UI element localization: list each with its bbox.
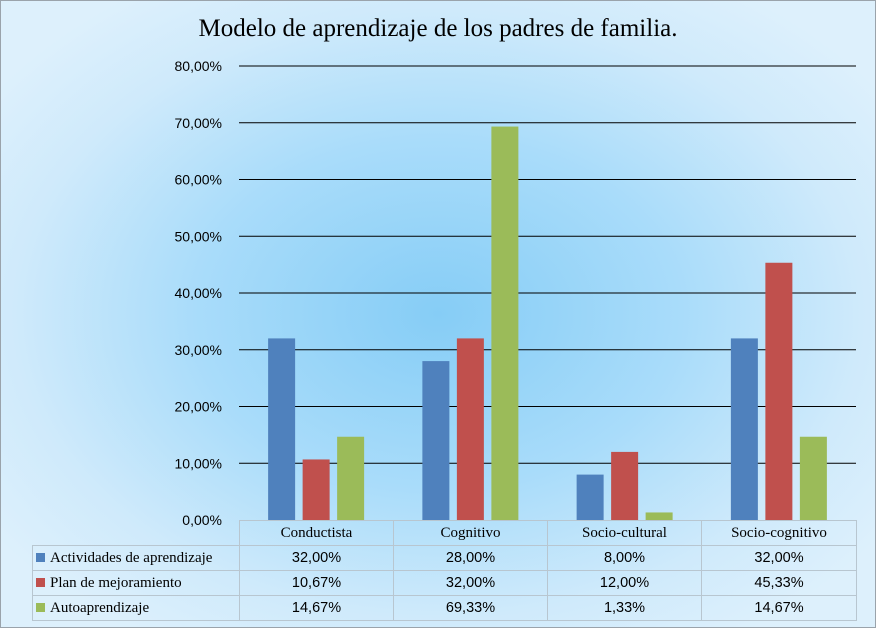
data-label: 12,00% — [547, 570, 702, 596]
data-label: 14,67% — [239, 595, 394, 621]
y-tick-label: 50,00% — [175, 228, 222, 244]
data-label: 14,67% — [701, 595, 857, 621]
bar — [576, 474, 604, 520]
legend-swatch — [36, 577, 45, 587]
series-name: Autoaprendizaje — [50, 599, 150, 616]
data-label: 10,67% — [239, 570, 394, 596]
bar — [491, 126, 519, 521]
bar — [799, 436, 827, 520]
data-label: 32,00% — [393, 570, 548, 596]
y-tick-label: 40,00% — [175, 285, 222, 301]
data-label: 69,33% — [393, 595, 548, 621]
y-tick-label: 10,00% — [175, 455, 222, 471]
bar-chart-plot: 0,00%10,00%20,00%30,00%40,00%50,00%60,00… — [175, 58, 856, 527]
bar — [645, 512, 673, 520]
series-legend-entry: Actividades de aprendizaje — [32, 545, 240, 571]
bar — [765, 262, 793, 520]
table-row: Plan de mejoramiento 10,67% 32,00% 12,00… — [32, 570, 857, 596]
table-row: Actividades de aprendizaje 32,00% 28,00%… — [32, 545, 857, 571]
legend-swatch — [36, 602, 45, 612]
category-label: Cognitivo — [393, 520, 548, 546]
table-corner — [32, 520, 240, 546]
bar — [302, 459, 330, 520]
y-tick-label: 80,00% — [175, 58, 222, 74]
bar — [422, 361, 450, 520]
data-label: 8,00% — [547, 545, 702, 571]
data-label: 45,33% — [701, 570, 857, 596]
bar — [337, 436, 365, 520]
series-name: Actividades de aprendizaje — [50, 549, 213, 566]
legend-swatch — [36, 552, 45, 562]
data-label: 28,00% — [393, 545, 548, 571]
series-name: Plan de mejoramiento — [50, 574, 182, 591]
y-tick-label: 20,00% — [175, 399, 222, 415]
y-tick-label: 30,00% — [175, 342, 222, 358]
bar — [730, 338, 758, 520]
bar — [268, 338, 296, 520]
data-label: 32,00% — [701, 545, 857, 571]
bar — [611, 451, 639, 520]
data-table: Conductista Cognitivo Socio-cultural Soc… — [32, 520, 857, 621]
chart-title: Modelo de aprendizaje de los padres de f… — [198, 15, 678, 42]
data-label: 32,00% — [239, 545, 394, 571]
table-row: Autoaprendizaje 14,67% 69,33% 1,33% 14,6… — [32, 595, 857, 621]
y-tick-label: 70,00% — [175, 115, 222, 131]
bar — [456, 338, 484, 520]
category-label: Socio-cognitivo — [701, 520, 857, 546]
series-legend-entry: Autoaprendizaje — [32, 595, 240, 621]
series-legend-entry: Plan de mejoramiento — [32, 570, 240, 596]
category-label: Socio-cultural — [547, 520, 702, 546]
table-header-row: Conductista Cognitivo Socio-cultural Soc… — [32, 520, 857, 546]
y-tick-label: 60,00% — [175, 172, 222, 188]
data-label: 1,33% — [547, 595, 702, 621]
category-label: Conductista — [239, 520, 394, 546]
